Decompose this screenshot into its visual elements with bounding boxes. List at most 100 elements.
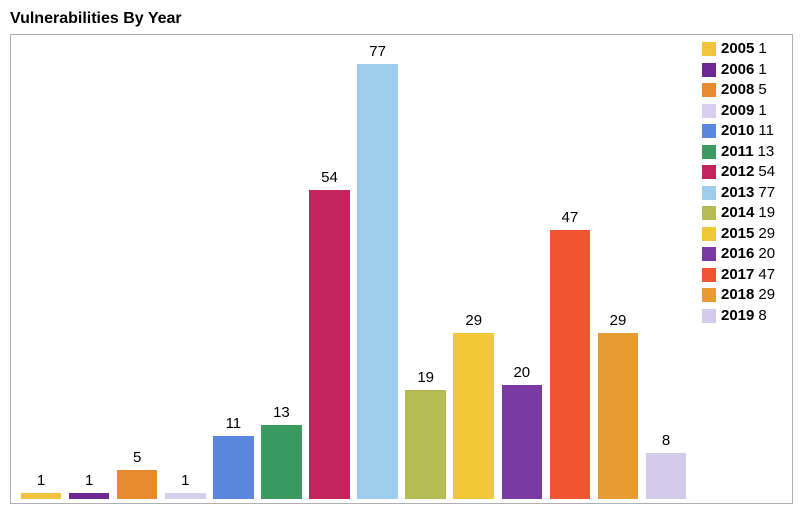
bar-value-label: 29 bbox=[610, 312, 627, 329]
vulnerabilities-chart: Vulnerabilities By Year 1151111354771929… bbox=[10, 10, 793, 504]
legend-year: 2015 bbox=[721, 226, 754, 243]
bar-value-label: 1 bbox=[37, 472, 45, 489]
bar-value-label: 11 bbox=[226, 415, 242, 432]
legend-year: 2011 bbox=[721, 144, 754, 161]
legend-year: 2005 bbox=[721, 41, 754, 58]
legend-swatch bbox=[702, 83, 716, 97]
legend-value: 19 bbox=[758, 205, 775, 222]
bar-value-label: 77 bbox=[369, 43, 386, 60]
bar-wrapper: 11 bbox=[211, 43, 255, 499]
bar-value-label: 54 bbox=[321, 169, 338, 186]
chart-body: 11511113547719292047298 2005120061200852… bbox=[10, 34, 793, 504]
legend-year: 2017 bbox=[721, 267, 754, 284]
legend-value: 47 bbox=[758, 267, 775, 284]
bar-wrapper: 1 bbox=[67, 43, 111, 499]
legend-row: 20051 bbox=[702, 41, 786, 58]
bar-wrapper: 19 bbox=[404, 43, 448, 499]
legend-row: 20091 bbox=[702, 103, 786, 120]
bar-wrapper: 77 bbox=[356, 43, 400, 499]
bar-value-label: 1 bbox=[181, 472, 189, 489]
bar-value-label: 29 bbox=[465, 312, 482, 329]
legend-row: 20085 bbox=[702, 82, 786, 99]
legend-row: 20198 bbox=[702, 308, 786, 325]
legend-swatch bbox=[702, 268, 716, 282]
legend-row: 20061 bbox=[702, 62, 786, 79]
legend-value: 5 bbox=[758, 82, 766, 99]
legend-swatch bbox=[702, 206, 716, 220]
legend-year: 2012 bbox=[721, 164, 754, 181]
bar-value-label: 1 bbox=[85, 472, 93, 489]
bar bbox=[453, 333, 494, 499]
bar-value-label: 47 bbox=[562, 209, 579, 226]
bar-wrapper: 47 bbox=[548, 43, 592, 499]
legend-value: 1 bbox=[758, 62, 766, 79]
bar bbox=[261, 425, 302, 499]
bar-value-label: 13 bbox=[273, 404, 290, 421]
legend-value: 8 bbox=[758, 308, 766, 325]
legend-row: 201011 bbox=[702, 123, 786, 140]
legend-year: 2018 bbox=[721, 287, 754, 304]
legend-value: 1 bbox=[758, 41, 766, 58]
legend-swatch bbox=[702, 309, 716, 323]
bar bbox=[357, 64, 398, 499]
legend-year: 2016 bbox=[721, 246, 754, 263]
bar bbox=[598, 333, 639, 499]
bar bbox=[213, 436, 254, 499]
bar bbox=[69, 493, 110, 499]
bar bbox=[117, 470, 158, 499]
legend-value: 13 bbox=[758, 144, 775, 161]
plot-area: 11511113547719292047298 bbox=[11, 35, 696, 503]
bar bbox=[550, 230, 591, 499]
bar bbox=[21, 493, 62, 499]
legend-row: 201747 bbox=[702, 267, 786, 284]
legend-value: 29 bbox=[758, 287, 775, 304]
legend-year: 2019 bbox=[721, 308, 754, 325]
bar bbox=[502, 385, 543, 499]
legend-value: 20 bbox=[758, 246, 775, 263]
legend-year: 2009 bbox=[721, 103, 754, 120]
bar-value-label: 19 bbox=[417, 369, 434, 386]
legend-year: 2013 bbox=[721, 185, 754, 202]
legend-year: 2010 bbox=[721, 123, 754, 140]
bar-value-label: 8 bbox=[662, 432, 670, 449]
legend-swatch bbox=[702, 227, 716, 241]
legend-swatch bbox=[702, 247, 716, 261]
legend-row: 201377 bbox=[702, 185, 786, 202]
bar bbox=[405, 390, 446, 499]
legend-swatch bbox=[702, 165, 716, 179]
legend-value: 77 bbox=[758, 185, 775, 202]
bar-wrapper: 1 bbox=[19, 43, 63, 499]
legend-value: 1 bbox=[758, 103, 766, 120]
legend-year: 2006 bbox=[721, 62, 754, 79]
legend-row: 201254 bbox=[702, 164, 786, 181]
chart-title: Vulnerabilities By Year bbox=[10, 10, 793, 28]
legend-row: 201829 bbox=[702, 287, 786, 304]
bar-wrapper: 1 bbox=[163, 43, 207, 499]
bar-wrapper: 29 bbox=[596, 43, 640, 499]
bar-wrapper: 54 bbox=[307, 43, 351, 499]
legend-value: 29 bbox=[758, 226, 775, 243]
legend-swatch bbox=[702, 63, 716, 77]
legend-swatch bbox=[702, 104, 716, 118]
bar-wrapper: 29 bbox=[452, 43, 496, 499]
legend-year: 2014 bbox=[721, 205, 754, 222]
legend-year: 2008 bbox=[721, 82, 754, 99]
bar-value-label: 20 bbox=[513, 364, 530, 381]
legend-swatch bbox=[702, 124, 716, 138]
legend-swatch bbox=[702, 42, 716, 56]
legend-value: 54 bbox=[758, 164, 775, 181]
legend-row: 201529 bbox=[702, 226, 786, 243]
legend-swatch bbox=[702, 186, 716, 200]
bar bbox=[165, 493, 206, 499]
legend-value: 11 bbox=[758, 123, 774, 140]
bar bbox=[646, 453, 687, 499]
bar-wrapper: 13 bbox=[259, 43, 303, 499]
legend-swatch bbox=[702, 145, 716, 159]
bar-wrapper: 5 bbox=[115, 43, 159, 499]
legend-swatch bbox=[702, 288, 716, 302]
legend: 2005120061200852009120101120111320125420… bbox=[696, 35, 792, 503]
bar-wrapper: 8 bbox=[644, 43, 688, 499]
legend-row: 201419 bbox=[702, 205, 786, 222]
bar-value-label: 5 bbox=[133, 449, 141, 466]
legend-row: 201113 bbox=[702, 144, 786, 161]
